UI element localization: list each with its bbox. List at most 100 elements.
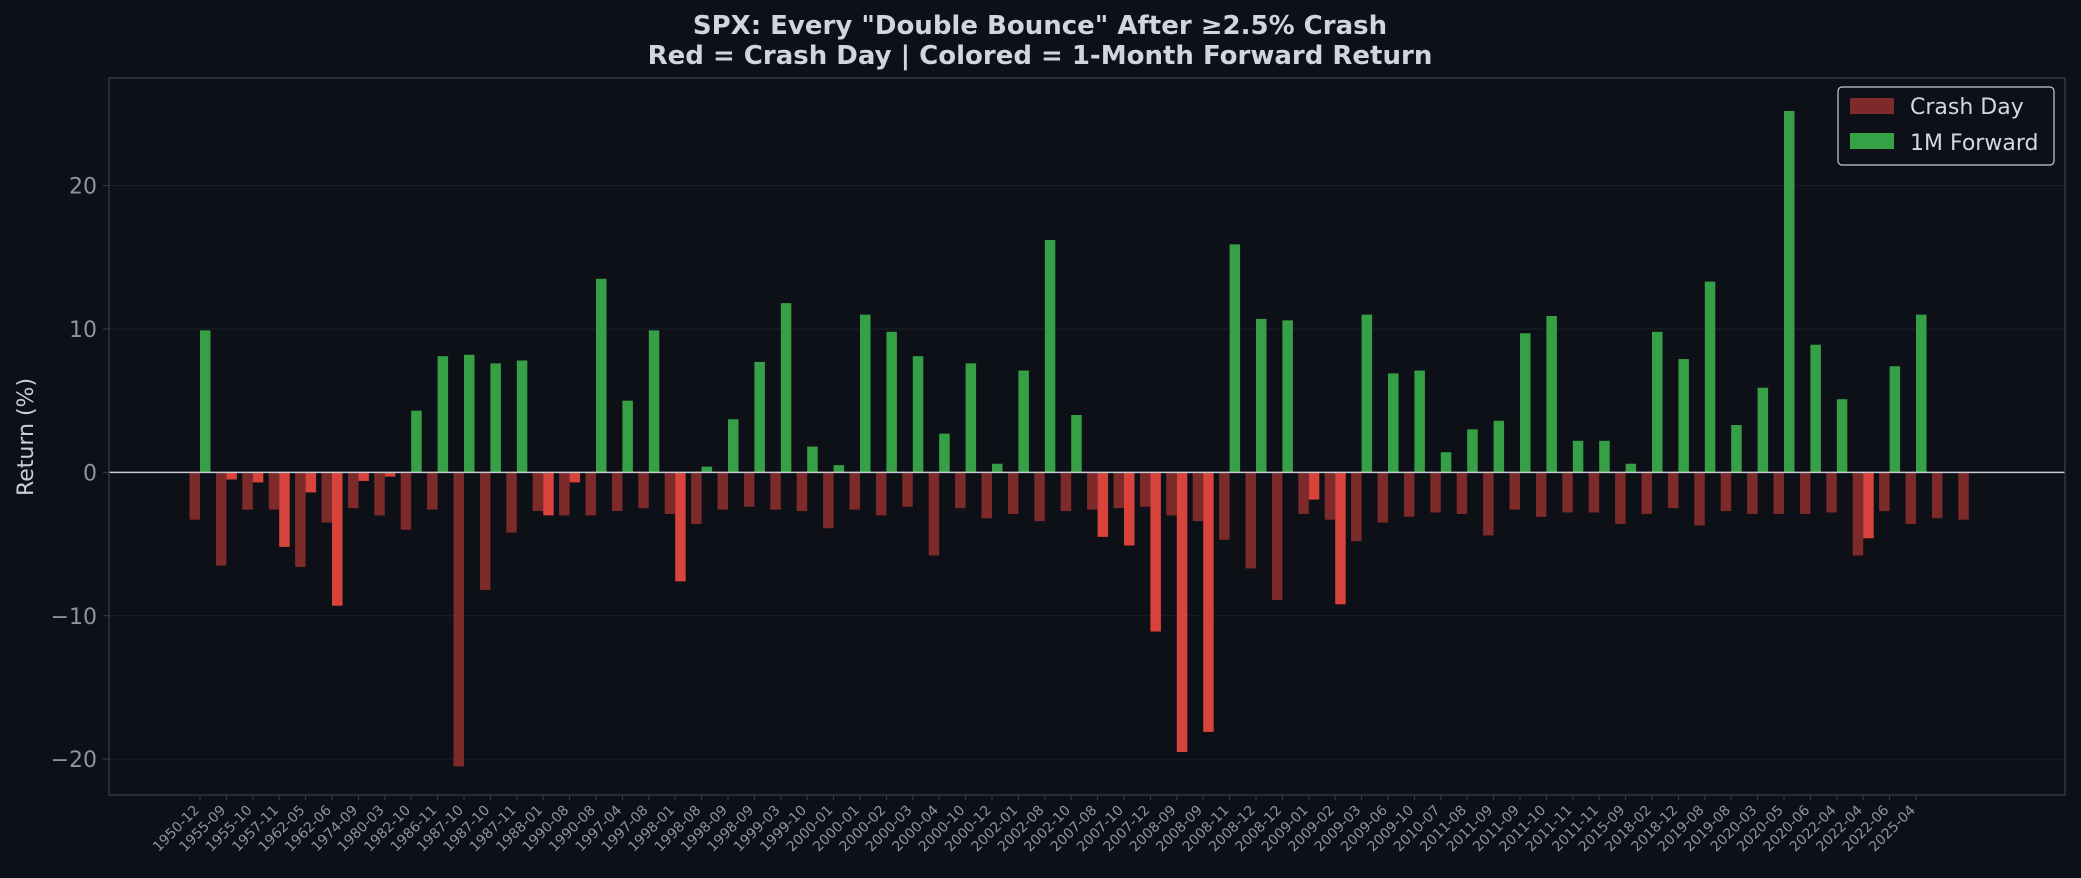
bar-crash-day — [1351, 472, 1362, 542]
bar-crash-day — [796, 472, 808, 512]
bar-crash-day — [1588, 472, 1600, 513]
bar-1m-forward — [569, 472, 581, 483]
bar-1m-forward — [464, 354, 475, 473]
bar-crash-day — [268, 472, 280, 510]
bar-crash-day — [189, 472, 200, 520]
bar-1m-forward — [1229, 244, 1241, 473]
bar-crash-day — [902, 472, 913, 507]
bar-1m-forward — [992, 463, 1003, 473]
bar-1m-forward — [701, 466, 713, 473]
bar-crash-day — [1166, 472, 1177, 516]
bar-1m-forward — [305, 472, 317, 493]
bar-crash-day — [1034, 472, 1045, 522]
bar-crash-day — [1799, 472, 1811, 514]
bar-crash-day — [638, 472, 649, 509]
bar-1m-forward — [1124, 472, 1135, 546]
bar-1m-forward — [1916, 314, 1927, 473]
bar-1m-forward — [1308, 472, 1320, 500]
bar-crash-day — [981, 472, 992, 519]
bar-1m-forward — [1546, 316, 1557, 473]
bar-1m-forward — [490, 363, 501, 473]
bar-1m-forward — [1071, 414, 1082, 473]
bar-crash-day — [1403, 472, 1415, 517]
bar-crash-day — [1852, 472, 1864, 556]
bar-1m-forward — [1203, 472, 1214, 732]
bar-1m-forward — [860, 314, 871, 473]
bar-1m-forward — [912, 356, 924, 473]
bar-crash-day — [1958, 472, 1969, 520]
bar-crash-day — [1060, 472, 1072, 512]
bar-crash-day — [585, 472, 596, 516]
bar-crash-day — [242, 472, 253, 510]
bar-crash-day — [849, 472, 860, 510]
bar-1m-forward — [1440, 452, 1452, 473]
bar-crash-day — [295, 472, 306, 567]
bar-1m-forward — [1282, 320, 1293, 473]
bar-1m-forward — [1256, 318, 1267, 473]
bar-1m-forward — [648, 330, 660, 473]
bar-crash-day — [1931, 472, 1943, 519]
bar-1m-forward — [332, 472, 343, 606]
bar-crash-day — [427, 472, 438, 510]
y-tick-label: 10 — [69, 318, 97, 343]
bar-1m-forward — [1863, 472, 1874, 539]
bar-1m-forward — [1493, 420, 1505, 473]
y-axis-label: Return (%) — [14, 378, 39, 496]
bar-crash-day — [823, 472, 834, 529]
bar-1m-forward — [596, 278, 607, 473]
bar-1m-forward — [1361, 314, 1373, 473]
bar-1m-forward — [939, 433, 950, 473]
bar-1m-forward — [1731, 425, 1742, 473]
bar-1m-forward — [1889, 366, 1901, 473]
bar-1m-forward — [1335, 472, 1346, 605]
bar-crash-day — [1720, 472, 1732, 512]
bar-crash-day — [347, 472, 359, 509]
bar-1m-forward — [1097, 472, 1109, 537]
bar-1m-forward — [252, 472, 264, 483]
bar-1m-forward — [780, 303, 792, 473]
bar-crash-day — [1562, 472, 1573, 513]
bar-1m-forward — [1018, 370, 1029, 473]
bar-crash-day — [1271, 472, 1283, 600]
bar-crash-day — [559, 472, 570, 516]
y-tick-label: −20 — [51, 748, 97, 773]
bar-crash-day — [1667, 472, 1679, 509]
bar-crash-day — [743, 472, 755, 507]
bar-crash-day — [1641, 472, 1652, 514]
bar-1m-forward — [1044, 240, 1056, 473]
y-tick-label: 20 — [69, 175, 97, 200]
bar-crash-day — [215, 472, 227, 566]
chart-subtitle: Red = Crash Day | Colored = 1-Month Forw… — [648, 41, 1433, 71]
bar-crash-day — [321, 472, 332, 523]
bar-1m-forward — [516, 360, 528, 473]
bar-1m-forward — [965, 363, 977, 473]
bar-crash-day — [506, 472, 517, 533]
bar-1m-forward — [675, 472, 686, 582]
bar-crash-day — [1192, 472, 1204, 522]
bar-1m-forward — [1704, 281, 1716, 473]
bar-crash-day — [770, 472, 781, 510]
bar-crash-day — [1219, 472, 1230, 540]
bar-1m-forward — [543, 472, 554, 516]
bar-crash-day — [1430, 472, 1441, 513]
bar-1m-forward — [384, 472, 396, 477]
bar-crash-day — [479, 472, 491, 590]
bar-crash-day — [664, 472, 676, 514]
bar-crash-day — [1773, 472, 1784, 514]
bar-crash-day — [1694, 472, 1705, 526]
bar-crash-day — [928, 472, 940, 556]
bar-crash-day — [691, 472, 702, 524]
bar-crash-day — [1298, 472, 1309, 514]
legend: Crash Day 1M Forward — [1837, 86, 2055, 166]
bar-1m-forward — [1599, 440, 1610, 473]
bar-crash-day — [1535, 472, 1547, 517]
bar-1m-forward — [437, 356, 449, 473]
bar-1m-forward — [1176, 472, 1188, 752]
bar-1m-forward — [622, 400, 633, 473]
bar-1m-forward — [200, 330, 211, 473]
bar-1m-forward — [1388, 373, 1399, 473]
bar-crash-day — [875, 472, 887, 516]
bar-1m-forward — [1652, 331, 1663, 473]
